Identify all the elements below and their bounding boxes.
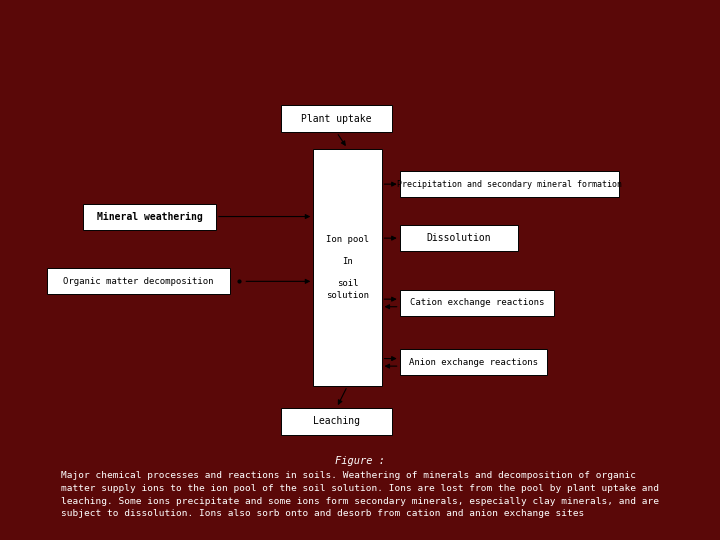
FancyBboxPatch shape [400, 171, 619, 197]
Text: Precipitation and secondary mineral formation: Precipitation and secondary mineral form… [397, 180, 622, 188]
Text: Ion pool

In

soil
solution: Ion pool In soil solution [326, 235, 369, 300]
Text: Figure :: Figure : [335, 456, 385, 467]
FancyBboxPatch shape [47, 268, 230, 294]
Text: Plant uptake: Plant uptake [302, 114, 372, 124]
FancyBboxPatch shape [281, 408, 392, 435]
FancyBboxPatch shape [313, 148, 382, 386]
Text: Organic matter decomposition: Organic matter decomposition [63, 277, 214, 286]
FancyBboxPatch shape [400, 290, 554, 316]
FancyBboxPatch shape [281, 105, 392, 132]
Text: Major chemical processes and reactions in soils. Weathering of minerals and deco: Major chemical processes and reactions i… [61, 471, 659, 518]
FancyBboxPatch shape [400, 225, 518, 251]
FancyBboxPatch shape [400, 349, 547, 375]
Text: Cation exchange reactions: Cation exchange reactions [410, 299, 544, 307]
FancyBboxPatch shape [83, 204, 216, 230]
Text: Dissolution: Dissolution [427, 233, 491, 243]
Text: Mineral weathering: Mineral weathering [96, 212, 202, 221]
Text: Anion exchange reactions: Anion exchange reactions [409, 358, 538, 367]
Text: Leaching: Leaching [313, 416, 360, 426]
